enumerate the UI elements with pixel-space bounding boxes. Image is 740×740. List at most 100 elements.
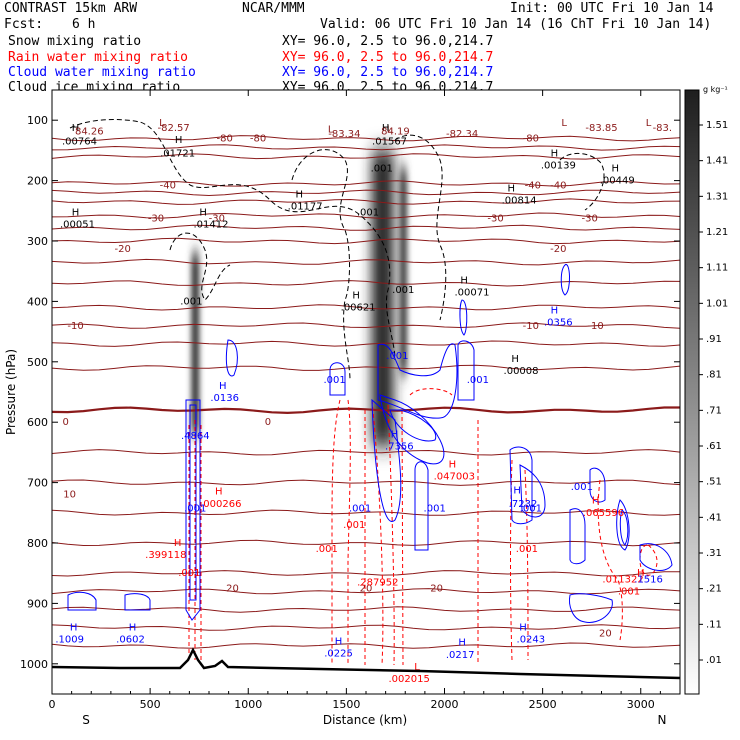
contour-label: .065596 <box>583 508 624 519</box>
cloud-contour <box>509 446 533 525</box>
contour-label: H <box>382 123 390 134</box>
isotherm <box>51 539 681 547</box>
contour-label: -80 <box>217 133 233 144</box>
contour-label: .287952 <box>357 577 398 588</box>
plot-frame <box>51 89 681 695</box>
contour-label: .399118 <box>145 550 186 561</box>
contour-label: -83.85 <box>585 123 617 134</box>
isotherm <box>51 479 681 486</box>
contour-label: .1009 <box>55 635 84 646</box>
contour-label: -40 <box>160 180 176 191</box>
contour-label: H <box>611 164 619 175</box>
contour-label: .0136 <box>210 393 239 404</box>
contour-label: H <box>519 623 527 634</box>
plot-background <box>52 90 680 694</box>
contour-label: H <box>72 208 80 219</box>
isotherm <box>51 509 681 516</box>
ice-contour <box>291 149 351 381</box>
contour-label: H <box>592 496 600 507</box>
x-tick-label: 3000 <box>627 698 655 711</box>
contour-label: -30 <box>582 214 598 225</box>
colorbar-tick-label: .61 <box>706 441 722 452</box>
cloud-contour <box>569 593 613 623</box>
contour-label: .00071 <box>454 287 489 298</box>
contour-label: .7356 <box>385 441 414 452</box>
cloud-contour <box>560 264 570 296</box>
colorbar-tick-label: .51 <box>706 477 722 488</box>
contour-label: .001 <box>371 164 393 175</box>
cloud-contour <box>225 339 238 377</box>
contour-label: H <box>129 623 137 634</box>
contour-label: .01721 <box>160 148 195 159</box>
snow-column <box>371 150 394 447</box>
contour-labels: -80 -80 -80 -40 -40 -40 -30 -30 -30 -30 -20 -20 -10 -… <box>55 118 672 685</box>
contour-label: H <box>72 123 80 134</box>
contour-label: H <box>296 190 304 201</box>
snow-shading <box>191 150 408 447</box>
contour-label: .0602 <box>116 635 145 646</box>
valid-time: Valid: 06 UTC Fri 10 Jan 14 (16 ChT Fri … <box>320 17 712 32</box>
cloud-contour <box>519 464 546 518</box>
field-xy-rain: XY= 96.0, 2.5 to 96.0,214.7 <box>282 50 494 65</box>
colorbar-tick-label: 1.21 <box>706 227 728 238</box>
cloud-contour <box>639 543 673 571</box>
y-tick-label: 600 <box>27 416 48 429</box>
contour-label: .001 <box>520 504 542 515</box>
contour-label: H <box>507 183 515 194</box>
cloud-water-contours <box>67 264 673 623</box>
cloud-contour <box>371 398 402 522</box>
isotherm <box>51 212 681 219</box>
contour-label: .011322 <box>602 574 643 585</box>
contour-label: H <box>551 305 559 316</box>
cloud-contour <box>459 299 468 336</box>
contour-label: .00621 <box>341 302 376 313</box>
contour-label: .001 <box>343 520 365 531</box>
contour-label: 10 <box>63 490 76 501</box>
contour-label: .0356 <box>544 318 573 329</box>
x-tick-label: 2000 <box>431 698 459 711</box>
contour-label: .00764 <box>62 136 97 147</box>
contour-label: H <box>551 148 559 159</box>
x-tick-label: 2500 <box>529 698 557 711</box>
colorbar-ticks: 1.51 1.41 1.31 1.21 1.11 1.01 .91 .81 .71 .61 .51.… <box>699 120 728 666</box>
contour-label: .01567 <box>372 136 407 147</box>
contour-label: .001 <box>180 296 202 307</box>
contour-label: .00449 <box>600 176 635 187</box>
colorbar-unit: g kg⁻¹ <box>703 85 728 94</box>
contour-label: H <box>175 135 183 146</box>
colorbar <box>684 89 700 695</box>
contour-label: .0243 <box>517 635 546 646</box>
colorbar-tick-label: 1.41 <box>706 156 728 167</box>
colorbar-tick-label: .11 <box>706 619 722 630</box>
colorbar-tick-label: .81 <box>706 370 722 381</box>
isotherm <box>51 189 681 197</box>
contour-label: 20 <box>430 583 443 594</box>
contour-label: .001 <box>178 568 200 579</box>
cloud-contour <box>124 593 151 611</box>
isotherm <box>51 180 681 187</box>
contour-label: .001 <box>618 586 640 597</box>
isotherm <box>51 406 680 415</box>
cloud-contour <box>185 399 201 621</box>
x-tick-label: 500 <box>140 698 161 711</box>
contour-label: L <box>414 662 420 673</box>
contour-label: H <box>215 487 223 498</box>
colorbar-tick-label: .21 <box>706 584 722 595</box>
contour-label: .7232 <box>509 499 538 510</box>
contour-label: -82.34 <box>446 129 478 140</box>
contour-label: H <box>511 354 519 365</box>
contour-label: H <box>219 381 227 392</box>
field-name-rain: Rain water mixing ratio <box>8 50 189 65</box>
field-name-cloud-water: Cloud water mixing ratio <box>8 65 196 80</box>
y-tick-label: 400 <box>27 295 48 308</box>
isotherm <box>51 642 681 649</box>
contour-label: .002015 <box>388 674 429 685</box>
contour-label: -83.34 <box>328 129 360 140</box>
isotherm <box>51 224 681 231</box>
isotherm <box>51 364 681 371</box>
cloud-contour <box>569 508 586 565</box>
contour-label: .00139 <box>541 161 576 172</box>
contour-label: .000266 <box>200 499 241 510</box>
rain-contour <box>331 399 341 665</box>
